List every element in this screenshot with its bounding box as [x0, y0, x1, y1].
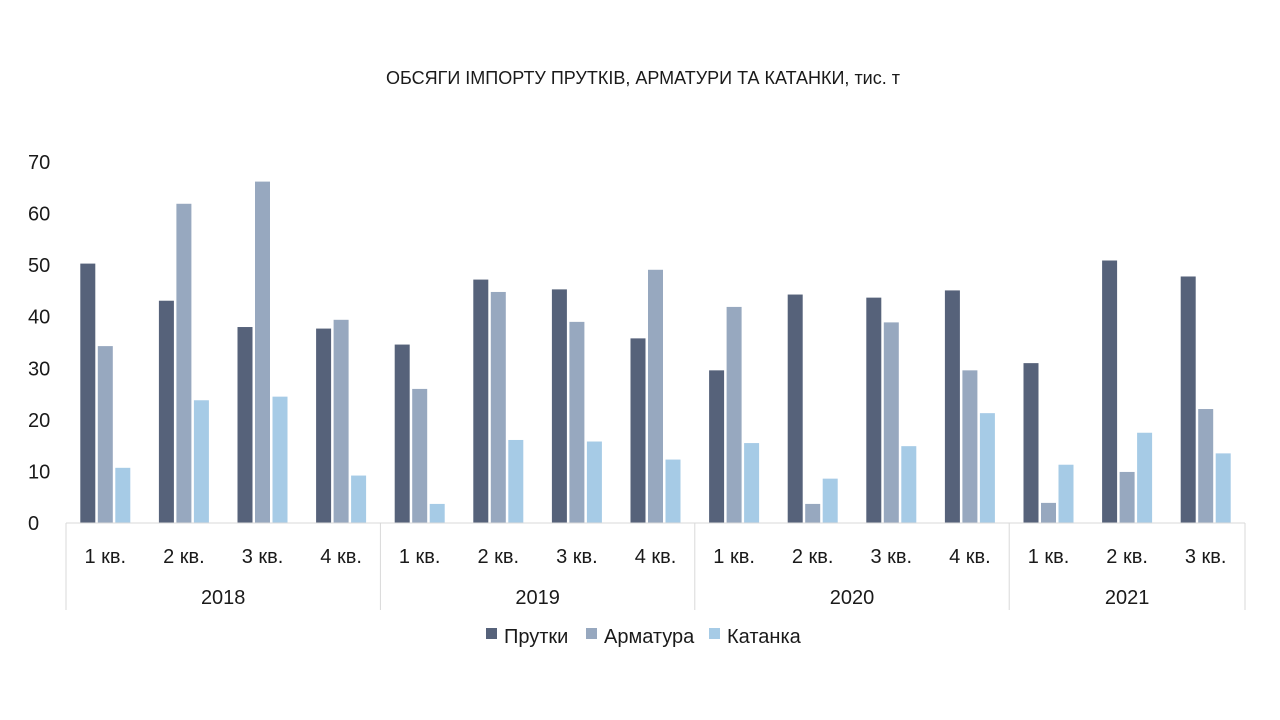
bar-Арматура [255, 181, 270, 523]
group-label: 2021 [1105, 587, 1150, 609]
x-tick-label: 3 кв. [870, 546, 912, 568]
bar-Прутки [80, 263, 96, 523]
bar-Прутки [1102, 260, 1118, 523]
bar-Катанка [744, 443, 760, 523]
x-tick-label: 4 кв. [635, 546, 677, 568]
bar-Прутки [473, 279, 489, 523]
bar-Прутки [1023, 363, 1039, 523]
x-tick-label: 4 кв. [320, 546, 362, 568]
group-label: 2018 [201, 587, 246, 609]
y-tick-label: 20 [28, 410, 50, 432]
legend-swatch [486, 628, 497, 639]
bar-Арматура [962, 370, 978, 523]
bar-Прутки [944, 290, 960, 523]
x-tick-label: 1 кв. [84, 546, 126, 568]
bar-Прутки [1180, 276, 1196, 523]
bar-Катанка [822, 478, 838, 523]
bar-Арматура [97, 346, 113, 523]
x-tick-label: 2 кв. [477, 546, 519, 568]
bar-Прутки [158, 300, 174, 523]
bar-Катанка [1215, 453, 1231, 523]
bar-Прутки [787, 294, 803, 523]
bar-Арматура [569, 321, 585, 523]
bar-Катанка [508, 439, 524, 523]
bar-Арматура [726, 306, 742, 523]
bar-Прутки [237, 327, 253, 523]
x-tick-label: 1 кв. [713, 546, 755, 568]
bar-Катанка [193, 400, 209, 523]
x-tick-label: 3 кв. [556, 546, 598, 568]
legend-label: Арматура [604, 626, 695, 648]
bar-Арматура [883, 322, 899, 523]
y-tick-label: 30 [28, 358, 50, 380]
bar-Арматура [176, 203, 192, 523]
legend-label: Прутки [504, 626, 568, 648]
legend-swatch [709, 628, 720, 639]
chart-title: ОБСЯГИ ІМПОРТУ ПРУТКІВ, АРМАТУРИ ТА КАТА… [386, 68, 900, 88]
x-tick-label: 3 кв. [1185, 546, 1227, 568]
x-tick-label: 3 кв. [242, 546, 284, 568]
legend-swatch [586, 628, 597, 639]
bar-Катанка [1137, 432, 1153, 523]
y-tick-label: 50 [28, 255, 50, 277]
bar-Катанка [665, 459, 681, 523]
group-label: 2019 [515, 587, 560, 609]
x-tick-label: 1 кв. [399, 546, 441, 568]
y-tick-label: 40 [28, 307, 50, 329]
bar-Арматура [490, 291, 506, 523]
group-label: 2020 [830, 587, 875, 609]
bar-Арматура [333, 319, 349, 523]
x-tick-label: 2 кв. [163, 546, 205, 568]
y-axis: 0 10 20 30 40 50 60 70 [28, 152, 50, 535]
bar-Прутки [630, 338, 646, 523]
bar-Арматура [1198, 409, 1214, 523]
y-tick-label: 0 [28, 513, 39, 535]
bar-Арматура [1119, 471, 1135, 523]
bar-Катанка [901, 446, 917, 523]
y-tick-label: 70 [28, 152, 50, 174]
bar-Арматура [412, 388, 428, 523]
x-tick-label: 2 кв. [1106, 546, 1148, 568]
bar-Прутки [866, 297, 882, 523]
legend: Прутки Арматура Катанка [486, 626, 802, 648]
bar-Прутки [709, 370, 725, 523]
x-tick-label: 1 кв. [1028, 546, 1070, 568]
bar-Арматура [1041, 502, 1056, 523]
x-axis: 1 кв. 2 кв. 3 кв. 4 кв. 1 кв. 2 кв. 3 кв. 4 кв.… [65, 522, 1246, 610]
bar-Арматура [648, 269, 663, 523]
bar-Катанка [351, 475, 367, 523]
y-tick-label: 60 [28, 204, 50, 226]
bar-Катанка [429, 503, 445, 523]
bar-Катанка [979, 413, 995, 523]
bar-Катанка [586, 441, 602, 523]
legend-label: Катанка [727, 626, 802, 648]
x-tick-label: 4 кв. [949, 546, 991, 568]
bar-Катанка [115, 467, 131, 523]
bar-Катанка [272, 396, 288, 523]
bar-Арматура [805, 503, 821, 523]
bar-Прутки [316, 328, 332, 523]
y-tick-label: 10 [28, 461, 50, 483]
bars [80, 181, 1231, 523]
x-tick-label: 2 кв. [792, 546, 834, 568]
bar-Катанка [1058, 464, 1074, 523]
bar-Прутки [394, 344, 410, 523]
bar-Прутки [551, 289, 567, 523]
